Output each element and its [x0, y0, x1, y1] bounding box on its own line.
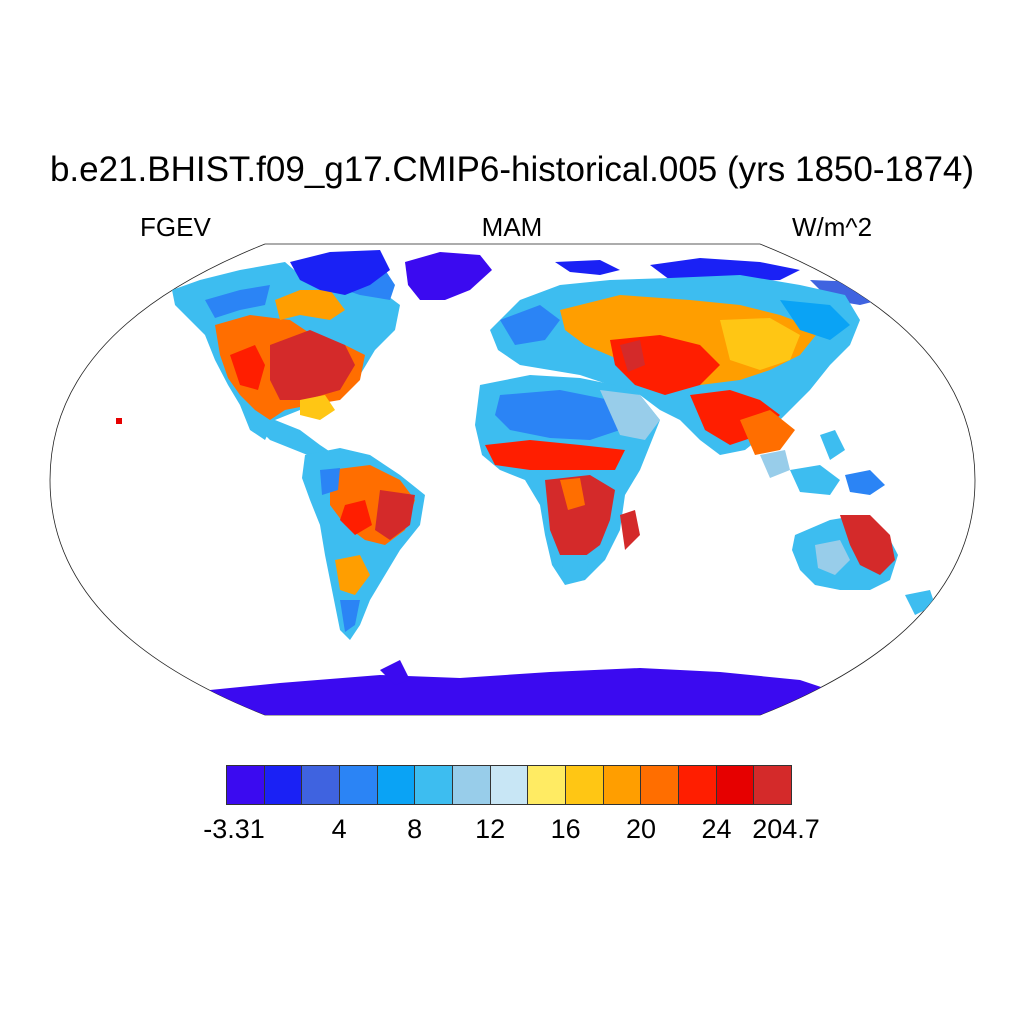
colorbar-box-12 — [679, 766, 717, 804]
units-label: W/m^2 — [792, 212, 873, 242]
eurasia — [490, 275, 860, 455]
south-america — [302, 448, 425, 640]
season-label: MAM — [481, 212, 543, 242]
hawaii-marker — [116, 418, 122, 424]
colorbar-label: 204.7 — [752, 814, 820, 844]
colorbar-label: -3.31 — [203, 814, 265, 844]
colorbar-box-10 — [603, 766, 642, 804]
colorbar-box-11 — [641, 766, 680, 804]
colorbar-box-5 — [415, 766, 454, 804]
colorbar — [226, 765, 792, 805]
colorbar-label: 8 — [407, 814, 423, 844]
plot-title: b.e21.BHIST.f09_g17.CMIP6-historical.005… — [49, 150, 975, 189]
colorbar-box-9 — [566, 766, 604, 804]
australia — [792, 515, 935, 615]
colorbar-label: 20 — [626, 814, 657, 844]
colorbar-box-0 — [227, 766, 265, 804]
colorbar-box-4 — [377, 766, 416, 804]
colorbar-box-3 — [340, 766, 378, 804]
colorbar-label: 12 — [475, 814, 506, 844]
colorbar-box-13 — [716, 766, 755, 804]
africa — [475, 375, 660, 585]
colorbar-box-2 — [302, 766, 341, 804]
colorbar-label: 24 — [701, 814, 732, 844]
colorbar-box-8 — [528, 766, 567, 804]
north-america — [172, 258, 400, 460]
colorbar-label: 16 — [550, 814, 581, 844]
arctic-islands — [290, 250, 880, 305]
colorbar-label: 4 — [331, 814, 347, 844]
variable-label: FGEV — [140, 212, 211, 242]
colorbar-box-7 — [490, 766, 529, 804]
antarctica — [210, 668, 830, 715]
colorbar-box-1 — [264, 766, 303, 804]
colorbar-box-14 — [754, 766, 792, 804]
colorbar-box-6 — [453, 766, 491, 804]
southeast-asia — [760, 430, 885, 495]
